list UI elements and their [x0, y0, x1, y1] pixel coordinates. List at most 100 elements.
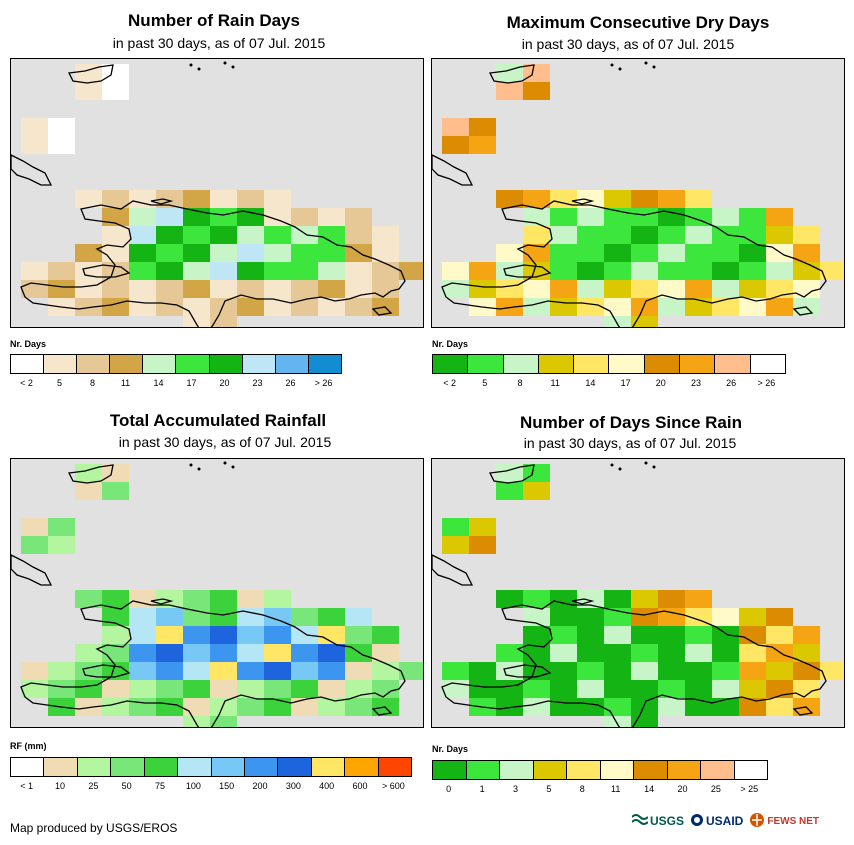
grid-cell [102, 626, 129, 644]
grid-cell [48, 680, 75, 698]
grid-cell [604, 280, 631, 298]
legend-swatch [609, 355, 645, 373]
days-since-rain-map[interactable] [431, 458, 845, 728]
legend-swatch [680, 355, 716, 373]
legend-label: 200 [252, 781, 268, 791]
grid-cell [631, 262, 658, 280]
grid-cell [685, 280, 712, 298]
grid-cell [156, 208, 183, 226]
grid-cell [237, 208, 264, 226]
grid-cell [318, 226, 345, 244]
map-canvas [11, 61, 423, 327]
grid-cell [210, 680, 237, 698]
grid-cell [577, 208, 604, 226]
grid-cell [183, 244, 210, 262]
legend-swatch [538, 355, 575, 373]
coastline [20, 600, 406, 727]
grid-cell [102, 190, 129, 208]
rain-days-map[interactable] [10, 58, 424, 328]
grid-cell [210, 644, 237, 662]
grid-cell [345, 662, 372, 680]
grid-cell [318, 680, 345, 698]
grid-cell [766, 262, 793, 280]
grid-cell [577, 608, 604, 626]
dry-days-map[interactable] [431, 58, 845, 328]
grid-cell [102, 464, 129, 482]
grid-cell [210, 662, 237, 680]
cay-marker [644, 461, 648, 465]
grid-cell [183, 716, 210, 727]
grid-cell [129, 244, 156, 262]
grid-cell [658, 190, 685, 208]
grid-cell [523, 698, 550, 716]
coastline [571, 598, 595, 605]
legend-label: 150 [219, 781, 235, 791]
total-rainfall-map[interactable] [10, 458, 424, 728]
cay-marker [197, 467, 201, 471]
grid-cell [739, 244, 766, 262]
grid-cell [442, 118, 469, 136]
legend-label: 3 [512, 784, 519, 794]
grid-cell [496, 82, 523, 100]
grid-cell [291, 226, 318, 244]
legend-swatch [275, 355, 309, 373]
grid-cell [712, 226, 739, 244]
grid-cell [372, 226, 399, 244]
legend-label: 11 [550, 378, 560, 388]
grid-cell [685, 698, 712, 716]
grid-cell [183, 280, 210, 298]
grid-cell [264, 680, 291, 698]
legend-label: 100 [185, 781, 201, 791]
grid-cell [712, 298, 739, 316]
grid-cell [604, 262, 631, 280]
legend-label: 50 [121, 781, 132, 791]
legend-swatch [466, 761, 500, 779]
legend-swatch [77, 355, 111, 373]
legend-label: 23 [252, 378, 263, 388]
grid-cell [766, 698, 793, 716]
grid-cell [210, 244, 237, 262]
panel-1-subtitle: in past 30 days, as of 07 Jul. 2015 [112, 35, 326, 51]
legend-swatch [110, 355, 144, 373]
coastline [503, 664, 552, 678]
grid-cell [372, 262, 399, 280]
grid-cell [631, 244, 658, 262]
legend-swatch [533, 761, 567, 779]
grid-cell [523, 590, 550, 608]
grid-cell [156, 244, 183, 262]
grid-cell [21, 662, 48, 680]
grid-cell [523, 608, 550, 626]
legend-swatch [244, 758, 279, 776]
grid-cell [793, 626, 820, 644]
legend-label: 20 [219, 378, 230, 388]
panel-1-title: Number of Rain Days [128, 11, 300, 30]
grid-cell [237, 644, 264, 662]
grid-cell [523, 626, 550, 644]
legend-label: > 25 [740, 784, 759, 794]
grid-cell [318, 244, 345, 262]
legend-swatch [144, 758, 179, 776]
credit-text: Map produced by USGS/EROS [10, 821, 178, 835]
grid-cell [345, 298, 372, 316]
grid-cell [523, 680, 550, 698]
grid-cell [766, 662, 793, 680]
coastline [571, 198, 595, 205]
coastline [432, 554, 474, 586]
usaid-logo: USAID [690, 813, 743, 830]
grid-cell [318, 662, 345, 680]
grid-cell [550, 262, 577, 280]
grid-cell [237, 262, 264, 280]
grid-cell [739, 626, 766, 644]
grid-cell [291, 280, 318, 298]
grid-cell [345, 262, 372, 280]
grid-cell [523, 64, 550, 82]
grid-cell [291, 626, 318, 644]
grid-cell [102, 208, 129, 226]
grid-cell [318, 280, 345, 298]
grid-cell [658, 644, 685, 662]
coastline [82, 664, 131, 678]
grid-cell [345, 280, 372, 298]
grid-cell [129, 626, 156, 644]
grid-cell [550, 244, 577, 262]
grid-cell [766, 244, 793, 262]
